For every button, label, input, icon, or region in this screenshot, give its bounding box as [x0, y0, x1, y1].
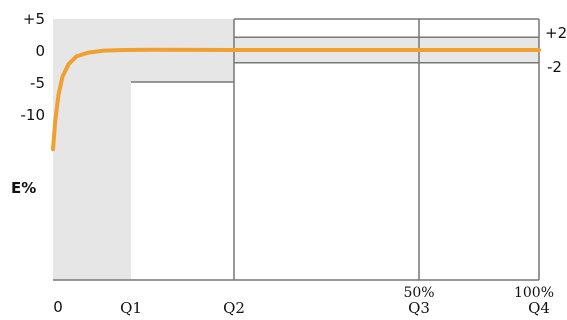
x-tick-label: 0	[53, 298, 63, 316]
y-tick-label: 0	[35, 42, 45, 60]
tick-labels: +5 0 -5 -10 E% +2 -2 0 Q1 Q2 Q3 Q4 50% 1…	[11, 10, 567, 317]
percent-label: 50%	[403, 285, 434, 301]
series-line	[51, 47, 541, 152]
y-tick-label: -5	[30, 74, 45, 92]
y-tick-label: +5	[23, 10, 45, 28]
x-tick-label: Q3	[408, 299, 430, 317]
tolerance-zones	[53, 19, 539, 280]
tolerance-zone-shade	[53, 19, 131, 280]
x-tick-label: Q2	[223, 299, 245, 317]
right-tick-label: +2	[545, 24, 567, 42]
y-tick-label: -10	[21, 106, 46, 124]
right-tick-label: -2	[547, 58, 562, 76]
zone-frames	[53, 18, 540, 281]
percent-label: 100%	[514, 285, 554, 301]
series-layer	[51, 47, 541, 152]
x-tick-label: Q4	[528, 299, 550, 317]
y-axis-label: E%	[11, 179, 36, 197]
x-tick-label: Q1	[120, 299, 142, 317]
